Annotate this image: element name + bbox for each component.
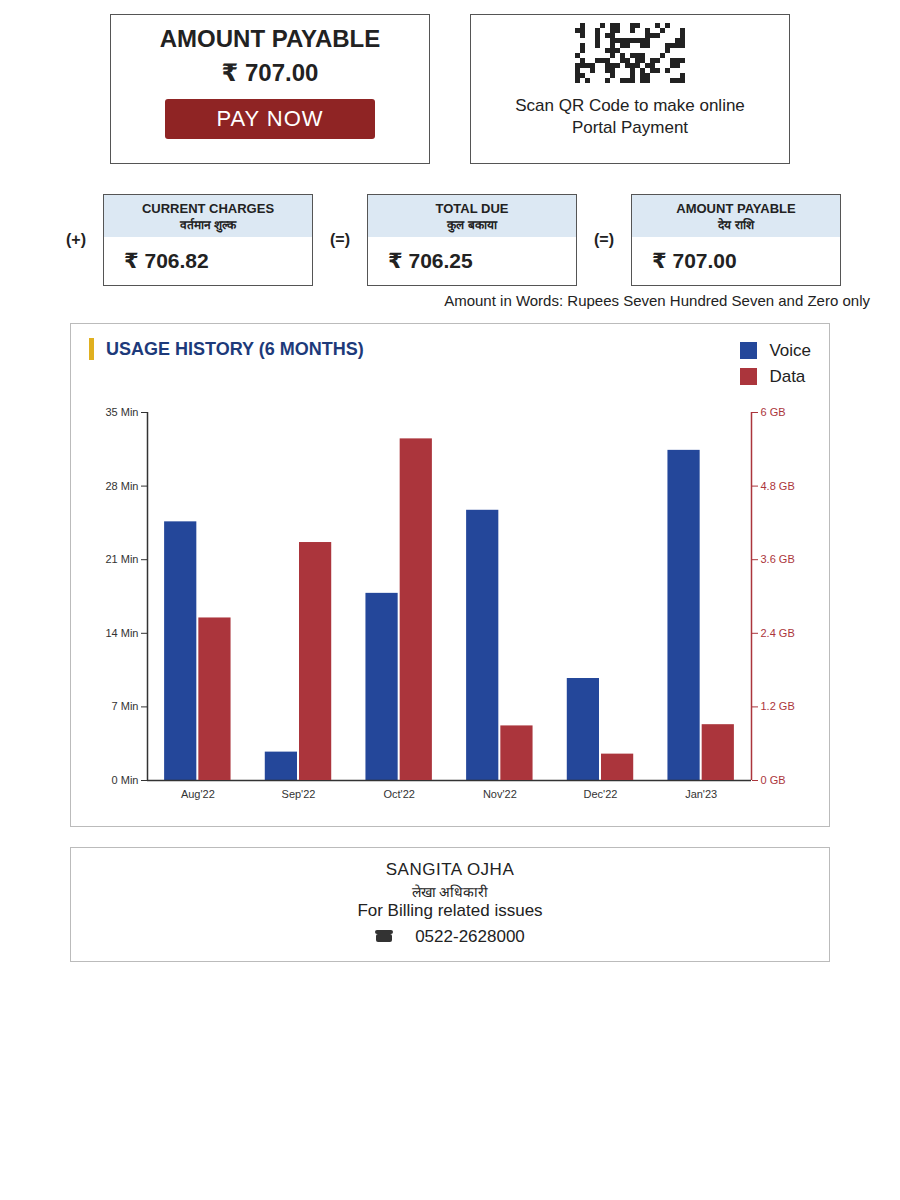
svg-text:21 Min: 21 Min	[105, 553, 138, 565]
svg-text:14 Min: 14 Min	[105, 627, 138, 639]
svg-text:1.2 GB: 1.2 GB	[761, 700, 795, 712]
html-text:USAGE HISTORY (6 MONTHS): USAGE HISTORY (6 MONTHS)	[106, 339, 364, 359]
svg-text:28 Min: 28 Min	[105, 480, 138, 492]
html-text:कुल बकाया: कुल बकाया	[447, 218, 497, 232]
svg-text:0 GB: 0 GB	[761, 774, 786, 786]
svg-text:3.6 GB: 3.6 GB	[761, 553, 795, 565]
html-text:लेखा अधिकारी: लेखा अधिकारी	[411, 884, 489, 900]
html-text:₹ 706.25: ₹ 706.25	[388, 249, 473, 272]
svg-text:Jan'23: Jan'23	[685, 788, 717, 800]
html-text:Scan QR Code to make online Po: Scan QR Code to make online Portal Payme…	[515, 96, 745, 137]
html-text:PAY NOW: PAY NOW	[216, 106, 324, 131]
svg-text:Oct'22: Oct'22	[383, 788, 414, 800]
svg-text:Sep'22: Sep'22	[282, 788, 316, 800]
html-text:For Billing related issues: For Billing related issues	[357, 901, 543, 920]
svg-text:Dec'22: Dec'22	[584, 788, 618, 800]
html-text:वर्तमान शुल्क: वर्तमान शुल्क	[179, 218, 237, 232]
html-text:0522-2628000: 0522-2628000	[415, 927, 525, 946]
html-text:AMOUNT PAYABLE: AMOUNT PAYABLE	[159, 25, 381, 52]
html-text:₹ 707.00: ₹ 707.00	[221, 59, 319, 86]
svg-text:4.8 GB: 4.8 GB	[761, 480, 795, 492]
svg-text:7 Min: 7 Min	[112, 700, 139, 712]
html-text:Voice: Voice	[769, 341, 811, 360]
svg-text:6 GB: 6 GB	[761, 406, 786, 418]
svg-text:0 Min: 0 Min	[112, 774, 139, 786]
svg-text:2.4 GB: 2.4 GB	[761, 627, 795, 639]
html-text:देय राशि: देय राशि	[718, 218, 754, 232]
svg-text:35 Min: 35 Min	[105, 406, 138, 418]
html-text:AMOUNT PAYABLE: AMOUNT PAYABLE	[676, 201, 796, 216]
html-text:Amount in Words: Rupees Seven: Amount in Words: Rupees Seven Hundred Se…	[444, 292, 870, 309]
html-text:CURRENT CHARGES: CURRENT CHARGES	[141, 201, 275, 216]
svg-text:Nov'22: Nov'22	[483, 788, 517, 800]
html-text:TOTAL DUE: TOTAL DUE	[435, 201, 509, 216]
html-text:₹ 707.00: ₹ 707.00	[652, 249, 737, 272]
html-text:₹ 706.82: ₹ 706.82	[124, 249, 209, 272]
html-text:SANGITA OJHA: SANGITA OJHA	[385, 860, 515, 879]
html-text:Data: Data	[769, 367, 806, 386]
svg-text:Aug'22: Aug'22	[181, 788, 215, 800]
